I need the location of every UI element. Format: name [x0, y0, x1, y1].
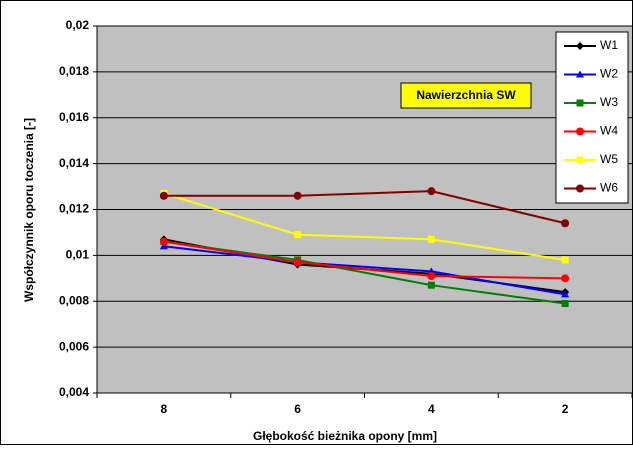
- series-line: [163, 240, 566, 280]
- x-tick-label: 4: [428, 402, 435, 416]
- series-line: [163, 245, 566, 296]
- x-tick-label: 8: [161, 402, 168, 416]
- y-tick-label: 0,006: [59, 339, 89, 353]
- series-line: [163, 240, 566, 305]
- marker: [576, 42, 584, 50]
- marker: [427, 235, 435, 243]
- legend-label: W2: [600, 67, 618, 81]
- legend-label: W3: [600, 95, 618, 109]
- x-axis-label: Głębokość bieżnika opony [mm]: [253, 429, 437, 443]
- x-tick-label: 6: [294, 402, 301, 416]
- marker: [576, 127, 584, 136]
- y-tick-label: 0,016: [59, 110, 89, 124]
- marker: [561, 300, 569, 308]
- y-tick-label: 0,02: [66, 18, 90, 32]
- marker: [576, 156, 584, 164]
- y-tick-label: 0,004: [59, 385, 89, 399]
- marker: [159, 191, 168, 200]
- marker: [561, 274, 570, 283]
- y-tick-label: 0,018: [59, 64, 89, 78]
- legend-label: W5: [600, 152, 618, 166]
- y-tick-label: 0,012: [59, 202, 89, 216]
- y-tick-label: 0,008: [59, 293, 89, 307]
- y-axis-label: Współczynnik oporu toczenia [-]: [22, 118, 36, 302]
- marker: [561, 256, 569, 264]
- marker: [576, 99, 584, 107]
- marker: [576, 70, 584, 78]
- marker: [159, 242, 168, 250]
- marker: [294, 231, 302, 239]
- marker: [427, 281, 435, 289]
- marker: [427, 187, 436, 196]
- x-tick-label: 2: [562, 402, 569, 416]
- marker: [293, 258, 302, 267]
- series-line: [163, 192, 566, 261]
- marker: [293, 191, 302, 200]
- marker: [427, 272, 436, 281]
- y-tick-label: 0,01: [66, 248, 90, 262]
- legend-label: W6: [600, 181, 618, 195]
- marker: [561, 219, 570, 228]
- series-line: [163, 190, 566, 225]
- legend-box: [555, 31, 629, 204]
- marker: [561, 290, 570, 298]
- annotation: Nawierzchnia SW: [416, 88, 516, 102]
- legend-label: W4: [600, 124, 618, 138]
- marker: [159, 237, 168, 246]
- marker: [576, 184, 584, 193]
- y-tick-label: 0,014: [59, 156, 89, 170]
- legend-label: W1: [600, 38, 618, 52]
- annotation-box: [400, 82, 532, 109]
